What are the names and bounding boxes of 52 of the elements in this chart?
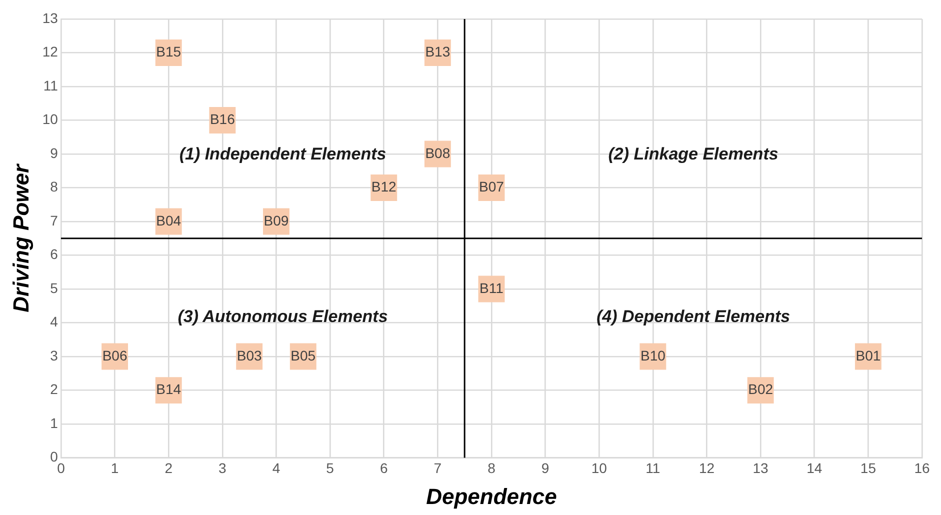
x-tick-label: 6 [380, 460, 388, 476]
x-tick-label: 12 [698, 460, 715, 476]
y-tick-label: 13 [42, 10, 58, 26]
y-tick-label: 11 [43, 77, 58, 94]
annotation: B13 [425, 44, 450, 60]
y-tick-label: 4 [50, 314, 58, 330]
annotation: B05 [290, 347, 316, 364]
x-tick-label: 15 [860, 460, 876, 476]
annotation: (2) Linkage Elements [608, 144, 778, 164]
y-tick-label: 6 [50, 246, 58, 262]
x-tick-label: 4 [272, 460, 280, 476]
x-tick-label: 8 [488, 460, 496, 476]
x-tick-label: 14 [806, 460, 822, 476]
y-tick-label: 1 [50, 414, 58, 431]
annotation: B06 [102, 347, 128, 364]
x-tick-label: 16 [914, 460, 930, 476]
y-axis-title: Driving Power [8, 163, 34, 312]
annotation: (4) Dependent Elements [596, 307, 790, 326]
x-tick-label: 3 [218, 460, 227, 476]
annotation: B09 [264, 212, 289, 228]
y-tick-label: 12 [42, 44, 58, 60]
annotation: B04 [156, 212, 182, 228]
annotation: B10 [640, 347, 666, 364]
annotation: B02 [748, 381, 774, 398]
annotation: (3) Autonomous Elements [178, 307, 388, 326]
annotation: B15 [156, 44, 182, 60]
x-tick-label: 10 [591, 460, 608, 476]
x-tick-label: 9 [541, 460, 550, 476]
x-tick-label: 7 [434, 460, 442, 476]
y-tick-label: 8 [50, 178, 58, 195]
annotation: B11 [480, 280, 504, 296]
x-tick-label: 5 [326, 460, 334, 476]
x-tick-label: 2 [164, 460, 173, 476]
annotation: B08 [425, 144, 450, 161]
annotation: (1) Independent Elements [179, 144, 386, 164]
annotation: B01 [856, 347, 881, 364]
annotation: B16 [210, 111, 236, 128]
y-tick-label: 0 [50, 448, 58, 465]
x-tick-label: 11 [646, 460, 660, 476]
y-tick-label: 2 [50, 381, 58, 398]
y-tick-label: 5 [50, 280, 58, 296]
x-tick-label: 13 [752, 460, 769, 476]
y-tick-label: 7 [50, 212, 58, 228]
y-tick-label: 9 [50, 144, 58, 161]
x-tick-label: 1 [110, 460, 119, 476]
annotation: B12 [371, 178, 397, 195]
annotation: B14 [156, 381, 182, 398]
y-tick-label: 3 [50, 347, 58, 364]
annotation: B03 [236, 347, 262, 364]
y-tick-label: 10 [42, 111, 58, 128]
annotation: B07 [479, 178, 504, 195]
x-axis-title: Dependence [426, 484, 557, 509]
